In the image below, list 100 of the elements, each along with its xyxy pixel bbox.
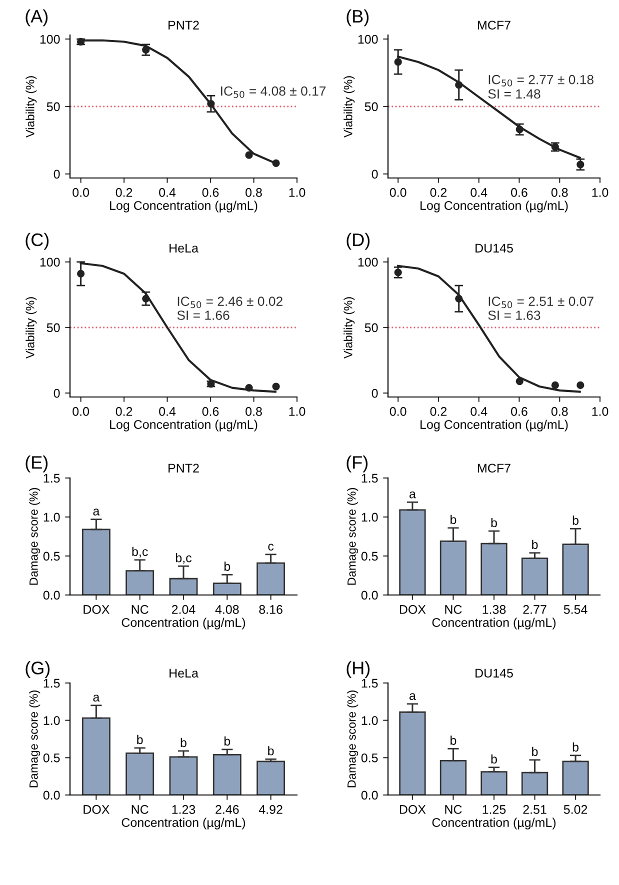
text: (D)	[346, 232, 370, 250]
x-tick-label: 2.77	[523, 605, 546, 614]
x-tick-label: 0.2	[116, 188, 132, 197]
annotation: IC$_{50}$ = 2.46 ± 0.02	[178, 296, 282, 308]
text: (G)	[26, 661, 50, 678]
annotation: IC$_{50}$ = 4.08 ± 0.17	[221, 86, 326, 98]
annotation: IC$_{50}$ = 2.51 ± 0.07	[488, 296, 594, 308]
x-tick-label: 0.4	[159, 188, 176, 197]
y-tick-label: 1.0	[44, 512, 60, 522]
y-tick-label: 1.0	[44, 716, 60, 725]
x-tick-label: 0.2	[430, 407, 447, 416]
y-tick-label: 0.5	[43, 753, 60, 762]
annotation: a	[410, 693, 416, 700]
annotation: b	[180, 738, 186, 748]
point	[272, 382, 280, 390]
x-axis-title: Concentration (µg/mL)	[122, 618, 246, 630]
chart-title: MCF7	[478, 20, 510, 30]
x-tick-label: 8.16	[259, 605, 282, 614]
x-tick-label: 4.08	[215, 605, 239, 614]
annotation: b	[224, 736, 230, 746]
y-tick-label: 1.0	[362, 716, 378, 725]
point	[245, 384, 253, 392]
chart-title: DU145	[476, 668, 513, 678]
y-axis-title: Viability (%)	[344, 76, 355, 138]
annotation: b	[572, 516, 578, 525]
y-tick-label: 100	[358, 258, 378, 267]
y-tick-label: 0.0	[361, 790, 378, 800]
x-tick-label: DOX	[84, 805, 110, 814]
point	[576, 381, 584, 390]
chart-title: DU145	[476, 244, 513, 253]
x-tick-label: 0.8	[246, 188, 262, 197]
y-tick-label: 1.5	[362, 678, 378, 688]
x-tick-label: 0.0	[72, 188, 90, 197]
annotation: b	[491, 754, 497, 764]
y-tick-label: 0.0	[43, 590, 60, 600]
y-tick-label: 100	[40, 258, 60, 267]
x-tick-label: 2.51	[523, 805, 546, 814]
x-tick-label: NC	[445, 805, 462, 814]
text: (H)	[346, 661, 370, 678]
chart-title: PNT2	[168, 464, 199, 472]
y-axis-title: Damage score (%)	[347, 690, 358, 788]
y-tick-label: 0.5	[361, 753, 378, 762]
x-tick-label: 0.0	[72, 407, 90, 416]
annotation: SI = 1.63	[488, 310, 540, 320]
x-tick-label: DOX	[400, 805, 426, 814]
y-tick-label: 1.5	[44, 474, 60, 483]
x-tick-label: 5.54	[564, 605, 588, 614]
x-tick-label: 1.23	[172, 805, 196, 814]
chart-title: MCF7	[478, 464, 510, 473]
annotation: IC$_{50}$ = 2.77 ± 0.18	[488, 74, 594, 86]
chart-title: PNT2	[168, 20, 199, 30]
annotation: b,c	[176, 553, 192, 564]
x-tick-label: 0.8	[551, 188, 568, 197]
annotation: b	[450, 514, 456, 524]
text: (F)	[346, 456, 368, 472]
annotation: c	[268, 544, 274, 551]
text: (E)	[26, 456, 48, 472]
x-tick-label: 0.8	[551, 407, 568, 416]
x-tick-label: DOX	[400, 605, 426, 614]
chart-title: HeLa	[170, 668, 198, 678]
x-axis-title: Log Concentration (µg/mL)	[110, 420, 258, 432]
y-tick-label: 0	[372, 388, 378, 398]
x-tick-label: 0.6	[202, 407, 219, 416]
annotation: b	[268, 746, 274, 756]
y-axis-title: Damage score (%)	[29, 690, 40, 788]
y-tick-label: 0.5	[361, 552, 378, 561]
y-axis-title: Damage score (%)	[347, 488, 358, 585]
y-tick-label: 1.5	[44, 678, 60, 688]
y-tick-label: 0.0	[43, 790, 60, 800]
y-tick-label: 0.5	[43, 552, 60, 561]
annotation: b	[137, 734, 143, 744]
y-tick-label: 1.5	[362, 474, 378, 483]
x-tick-label: 0.6	[202, 188, 219, 197]
y-tick-label: 1.0	[362, 512, 378, 522]
x-tick-label: NC	[132, 805, 148, 814]
y-tick-label: 0	[54, 388, 60, 398]
x-tick-label: 0.0	[390, 188, 406, 197]
y-tick-label: 50	[364, 323, 378, 332]
annotation: b	[532, 746, 538, 756]
x-axis-title: Concentration (µg/mL)	[432, 618, 556, 630]
y-axis-title: Damage score (%)	[29, 488, 40, 585]
x-tick-label: 0.2	[430, 188, 447, 197]
annotation: b,c	[132, 546, 148, 558]
y-tick-label: 100	[40, 34, 60, 44]
annotation: a	[93, 694, 100, 702]
x-tick-label: 2.46	[216, 805, 239, 814]
x-tick-label: 1.0	[289, 407, 306, 416]
y-tick-label: 50	[46, 323, 60, 332]
text: (C)	[26, 232, 49, 250]
x-axis-title: Log Concentration (µg/mL)	[420, 420, 568, 432]
y-tick-label: 50	[46, 102, 60, 112]
y-tick-label: 50	[364, 102, 378, 112]
x-axis-title: Concentration (µg/mL)	[122, 818, 246, 830]
annotation: SI = 1.48	[488, 89, 540, 99]
x-tick-label: 4.92	[258, 805, 282, 814]
annotation: a	[93, 508, 100, 516]
x-axis-title: Concentration (µg/mL)	[432, 818, 556, 830]
x-tick-label: 0.4	[470, 188, 488, 197]
point	[516, 377, 524, 386]
x-tick-label: 0.8	[246, 407, 262, 416]
